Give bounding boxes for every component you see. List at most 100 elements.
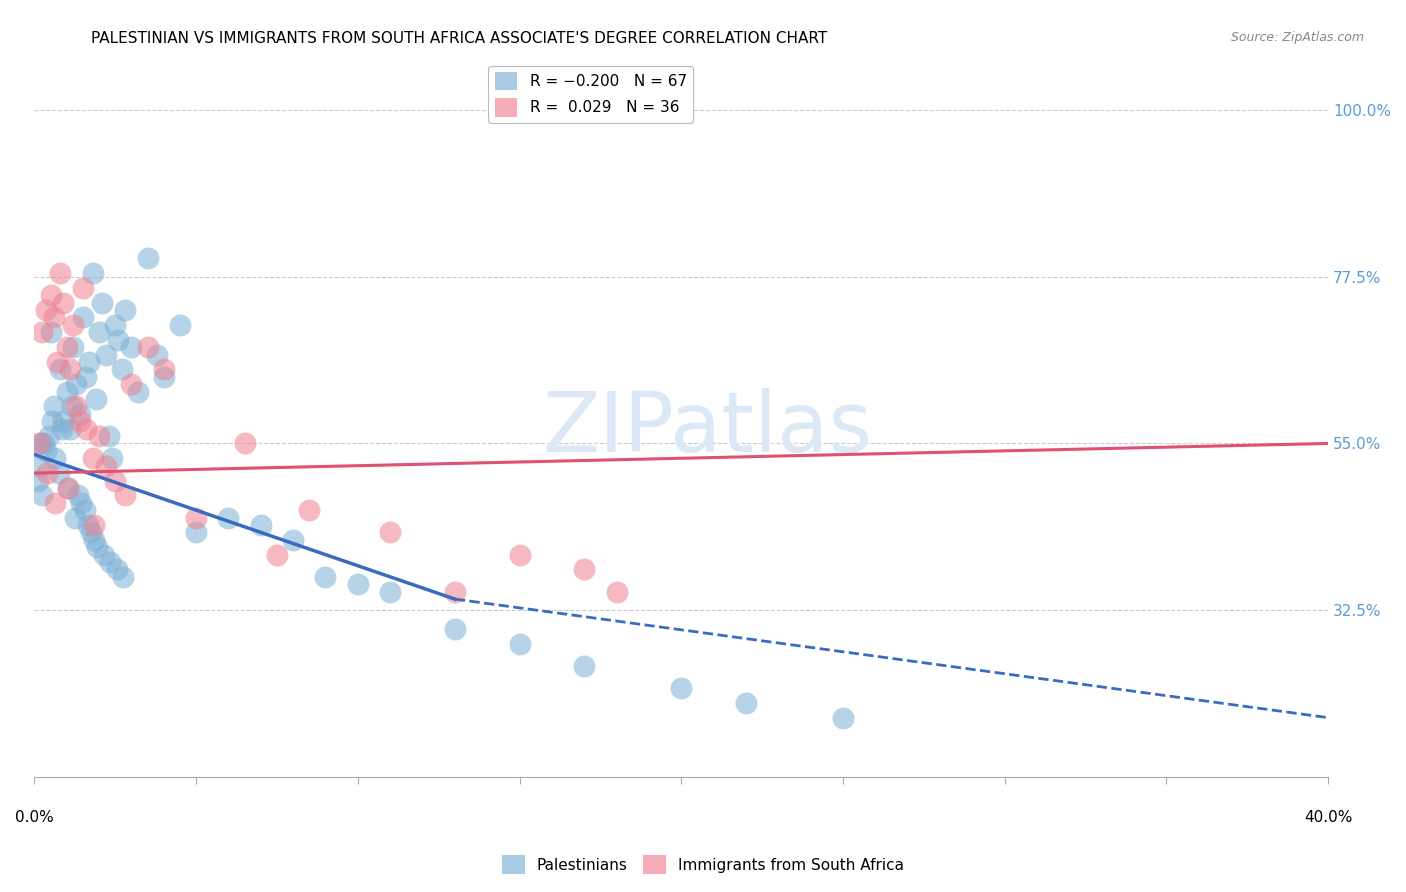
- Point: [58, 481, 80, 495]
- Point: [120, 340, 142, 354]
- Point: [671, 681, 693, 695]
- Point: [44, 451, 66, 466]
- Point: [94, 458, 117, 473]
- Point: [298, 503, 321, 517]
- Text: PALESTINIAN VS IMMIGRANTS FROM SOUTH AFRICA ASSOCIATE'S DEGREE CORRELATION CHART: PALESTINIAN VS IMMIGRANTS FROM SOUTH AFR…: [91, 31, 828, 46]
- Legend: Palestinians, Immigrants from South Africa: Palestinians, Immigrants from South Afri…: [496, 849, 910, 880]
- Point: [52, 414, 75, 428]
- Point: [52, 295, 75, 310]
- Point: [62, 318, 84, 332]
- Point: [87, 429, 110, 443]
- Point: [83, 533, 105, 547]
- Point: [55, 340, 77, 354]
- Point: [169, 318, 191, 332]
- Point: [97, 429, 120, 443]
- Point: [39, 288, 62, 302]
- Point: [574, 658, 596, 673]
- Point: [69, 414, 91, 428]
- Point: [444, 622, 467, 636]
- Point: [42, 310, 65, 325]
- Point: [46, 355, 69, 369]
- Point: [444, 584, 467, 599]
- Point: [82, 451, 104, 466]
- Point: [44, 496, 66, 510]
- Point: [60, 400, 83, 414]
- Point: [59, 422, 82, 436]
- Point: [63, 510, 86, 524]
- Point: [378, 525, 401, 540]
- Point: [39, 326, 62, 340]
- Point: [94, 347, 117, 361]
- Point: [75, 422, 97, 436]
- Point: [35, 303, 58, 318]
- Point: [100, 555, 122, 569]
- Point: [184, 525, 207, 540]
- Point: [32, 436, 55, 450]
- Point: [146, 347, 169, 361]
- Point: [59, 362, 82, 376]
- Point: [127, 384, 149, 399]
- Point: [112, 570, 135, 584]
- Point: [346, 577, 368, 591]
- Point: [136, 340, 159, 354]
- Point: [606, 584, 628, 599]
- Point: [69, 407, 91, 421]
- Point: [104, 318, 127, 332]
- Point: [184, 510, 207, 524]
- Point: [266, 548, 288, 562]
- Point: [104, 474, 127, 488]
- Point: [93, 548, 115, 562]
- Point: [30, 436, 52, 450]
- Point: [574, 562, 596, 576]
- Point: [65, 400, 87, 414]
- Point: [233, 436, 256, 450]
- Point: [41, 414, 63, 428]
- Point: [832, 711, 855, 725]
- Text: Source: ZipAtlas.com: Source: ZipAtlas.com: [1230, 31, 1364, 45]
- Point: [28, 436, 51, 450]
- Point: [152, 369, 174, 384]
- Point: [217, 510, 239, 524]
- Text: 0.0%: 0.0%: [15, 810, 53, 825]
- Point: [120, 377, 142, 392]
- Point: [101, 451, 124, 466]
- Point: [72, 310, 94, 325]
- Point: [80, 525, 103, 540]
- Point: [49, 362, 72, 376]
- Point: [72, 281, 94, 295]
- Point: [62, 340, 84, 354]
- Point: [48, 466, 70, 480]
- Point: [28, 458, 51, 473]
- Text: ZIPatlas: ZIPatlas: [543, 388, 872, 469]
- Point: [114, 303, 136, 318]
- Point: [58, 481, 80, 495]
- Point: [65, 377, 87, 392]
- Point: [281, 533, 304, 547]
- Point: [152, 362, 174, 376]
- Point: [70, 496, 93, 510]
- Point: [37, 466, 59, 480]
- Text: 40.0%: 40.0%: [1303, 810, 1353, 825]
- Point: [79, 355, 101, 369]
- Point: [83, 518, 105, 533]
- Point: [49, 266, 72, 280]
- Point: [82, 266, 104, 280]
- Point: [91, 295, 114, 310]
- Point: [114, 488, 136, 502]
- Point: [107, 333, 129, 347]
- Point: [84, 392, 107, 406]
- Point: [136, 251, 159, 265]
- Point: [67, 488, 90, 502]
- Point: [42, 400, 65, 414]
- Point: [87, 326, 110, 340]
- Point: [735, 696, 758, 710]
- Point: [31, 326, 53, 340]
- Point: [51, 422, 73, 436]
- Point: [55, 384, 77, 399]
- Point: [378, 584, 401, 599]
- Point: [35, 443, 58, 458]
- Point: [105, 562, 128, 576]
- Point: [314, 570, 336, 584]
- Point: [38, 429, 60, 443]
- Point: [27, 474, 49, 488]
